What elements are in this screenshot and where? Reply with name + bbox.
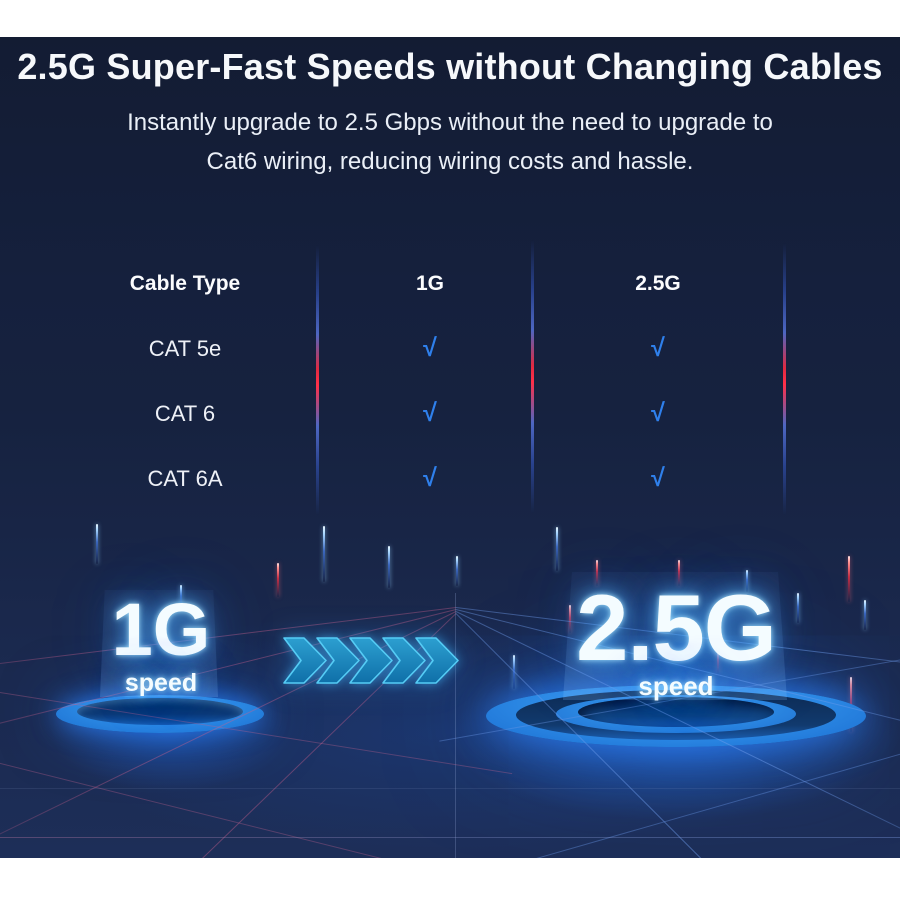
- column-header-cable-type: Cable Type: [129, 271, 241, 295]
- page-title: 2.5G Super-Fast Speeds without Changing …: [17, 46, 883, 87]
- table-row: CAT 6A √ √: [85, 446, 741, 511]
- page-subtitle: Instantly upgrade to 2.5 Gbps without th…: [0, 103, 900, 181]
- speed-caption-25g: speed: [638, 671, 714, 701]
- light-streak-spark: [848, 556, 850, 602]
- column-header-1g: 1G: [415, 271, 444, 295]
- check-icon: √: [423, 399, 437, 427]
- light-streak-spark: [596, 560, 598, 586]
- white-margin-top: [0, 0, 900, 37]
- light-streak-spark: [277, 563, 279, 597]
- table-row: CAT 5e √ √: [85, 316, 741, 381]
- chevron-right-icon: [316, 637, 360, 684]
- light-streak-spark: [864, 600, 866, 630]
- light-streak-spark: [678, 560, 680, 586]
- subtitle-line-1: Instantly upgrade to 2.5 Gbps without th…: [127, 109, 773, 136]
- light-streak-spark: [556, 527, 558, 571]
- row-label: CAT 6A: [147, 465, 223, 491]
- row-label: CAT 6: [154, 400, 216, 426]
- light-streak-spark: [797, 593, 799, 623]
- check-icon: √: [423, 334, 437, 362]
- glass-panel-1g: [100, 590, 218, 697]
- row-label: CAT 5e: [148, 335, 222, 361]
- light-streak-tall: [316, 245, 319, 515]
- light-streak-spark: [456, 556, 458, 586]
- check-icon: √: [423, 464, 437, 492]
- light-streak-spark: [746, 570, 748, 592]
- table-row: CAT 6 √ √: [85, 381, 741, 446]
- table-header-row: Cable Type 1G 2.5G: [85, 251, 741, 316]
- white-margin-bottom: [0, 858, 900, 900]
- light-streak-spark: [323, 526, 325, 582]
- scene: 2.5G Super-Fast Speeds without Changing …: [0, 37, 900, 858]
- content-layer: 2.5G Super-Fast Speeds without Changing …: [0, 37, 900, 858]
- check-icon: √: [651, 399, 665, 427]
- speed-value-1g: 1G: [111, 588, 211, 671]
- light-streak-spark: [180, 585, 182, 609]
- speed-value-25g: 2.5G: [576, 575, 777, 680]
- speed-upgrade-arrows: [283, 637, 459, 684]
- light-streak-tall: [531, 240, 534, 513]
- subtitle-line-2: Cat6 wiring, reducing wiring costs and h…: [206, 148, 694, 175]
- chevron-right-icon: [283, 637, 327, 684]
- light-streak-spark: [96, 524, 98, 564]
- column-header-2-5g: 2.5G: [635, 271, 681, 295]
- platform-1g-top: [77, 698, 243, 725]
- check-icon: √: [651, 464, 665, 492]
- light-streak-tall: [783, 243, 786, 515]
- light-streak-spark: [388, 546, 390, 588]
- cable-comparison-table: Cable Type 1G 2.5G CAT 5e √ √ CAT 6 √ √ …: [85, 251, 741, 511]
- check-icon: √: [651, 334, 665, 362]
- speed-caption-1g: speed: [124, 669, 198, 697]
